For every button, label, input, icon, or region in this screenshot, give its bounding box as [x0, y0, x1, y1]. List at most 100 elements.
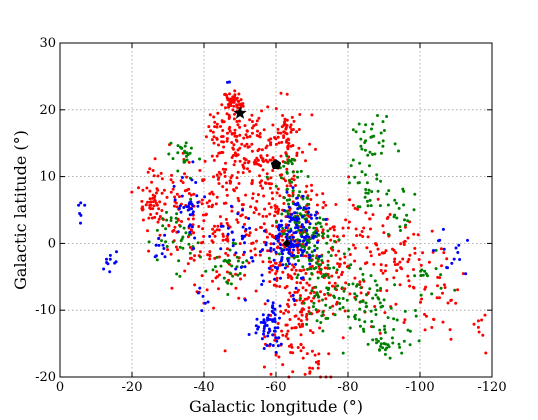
scatter-point: [282, 209, 286, 212]
scatter-point: [232, 163, 236, 167]
scatter-point: [365, 261, 369, 265]
scatter-point: [301, 231, 305, 235]
scatter-point: [105, 261, 109, 264]
scatter-point: [321, 234, 325, 238]
scatter-point: [169, 216, 173, 220]
scatter-point: [269, 141, 273, 145]
scatter-point: [324, 203, 328, 207]
scatter-point: [210, 154, 214, 158]
scatter-point: [115, 250, 118, 254]
x-tick-label: 0: [56, 380, 64, 395]
scatter-point: [284, 223, 288, 227]
scatter-point: [281, 263, 285, 267]
scatter-point: [385, 277, 389, 281]
scatter-point: [397, 149, 400, 153]
scatter-point: [321, 228, 325, 232]
scatter-point: [230, 230, 234, 234]
scatter-point: [235, 134, 239, 138]
scatter-point: [297, 146, 301, 150]
scatter-point: [378, 331, 382, 335]
scatter-point: [226, 293, 230, 296]
scatter-point: [271, 169, 275, 172]
scatter-point: [224, 161, 227, 165]
scatter-point: [310, 113, 314, 117]
scatter-point: [210, 138, 214, 142]
scatter-point: [338, 257, 342, 261]
scatter-point: [251, 196, 255, 200]
scatter-point: [374, 242, 377, 246]
scatter-point: [299, 342, 303, 346]
scatter-point: [328, 306, 332, 310]
scatter-point: [391, 341, 395, 345]
scatter-point: [216, 111, 220, 115]
scatter-point: [237, 119, 241, 123]
scatter-point: [277, 234, 281, 238]
scatter-point: [383, 324, 386, 328]
scatter-point: [354, 130, 358, 134]
scatter-point: [337, 249, 341, 253]
scatter-point: [309, 213, 313, 217]
scatter-point: [308, 366, 312, 370]
scatter-point: [390, 336, 394, 340]
scatter-point: [200, 274, 204, 278]
scatter-point: [242, 166, 246, 170]
scatter-point: [155, 212, 159, 215]
scatter-point: [315, 193, 319, 197]
scatter-point: [222, 276, 226, 280]
scatter-point: [285, 167, 289, 171]
scatter-point: [309, 267, 313, 271]
scatter-point: [224, 217, 228, 221]
scatter-point: [244, 227, 248, 231]
scatter-point: [158, 233, 162, 237]
scatter-point: [417, 258, 421, 261]
scatter-point: [245, 135, 249, 139]
scatter-point: [354, 227, 358, 231]
scatter-point: [381, 271, 385, 275]
scatter-point: [291, 293, 295, 297]
scatter-point: [320, 254, 324, 258]
scatter-point: [141, 218, 145, 222]
scatter-point: [343, 287, 347, 291]
scatter-point: [313, 234, 317, 238]
scatter-point: [188, 256, 192, 260]
scatter-point: [238, 133, 242, 137]
y-axis-label: Galactic latitude (°): [11, 130, 30, 290]
scatter-point: [243, 265, 247, 269]
scatter-point: [192, 192, 196, 196]
scatter-point: [318, 326, 322, 330]
scatter-point: [237, 99, 241, 103]
scatter-point: [472, 322, 476, 326]
scatter-point: [364, 173, 367, 177]
scatter-point: [274, 107, 278, 111]
scatter-point: [228, 125, 232, 129]
scatter-point: [388, 356, 392, 360]
scatter-point: [167, 224, 171, 228]
scatter-point: [373, 152, 377, 156]
scatter-point: [346, 315, 350, 319]
scatter-point: [324, 222, 328, 226]
scatter-point: [270, 182, 273, 186]
scatter-point: [423, 269, 427, 273]
scatter-point: [341, 226, 345, 230]
scatter-point: [238, 272, 242, 275]
scatter-point: [480, 318, 484, 322]
scatter-point: [314, 285, 318, 289]
scatter-point: [393, 142, 397, 146]
scatter-point: [397, 342, 401, 346]
scatter-point: [374, 308, 378, 312]
scatter-point: [266, 299, 270, 303]
scatter-point: [299, 269, 303, 273]
scatter-point: [450, 261, 454, 265]
scatter-point: [178, 204, 182, 208]
scatter-point: [438, 296, 441, 300]
scatter-point: [250, 179, 254, 182]
scatter-point: [300, 313, 304, 317]
scatter-point: [213, 125, 217, 129]
scatter-point: [289, 123, 293, 127]
scatter-point: [379, 263, 383, 267]
scatter-point: [225, 188, 229, 192]
scatter-point: [310, 250, 314, 254]
scatter-point: [287, 310, 290, 314]
scatter-point: [286, 273, 290, 277]
